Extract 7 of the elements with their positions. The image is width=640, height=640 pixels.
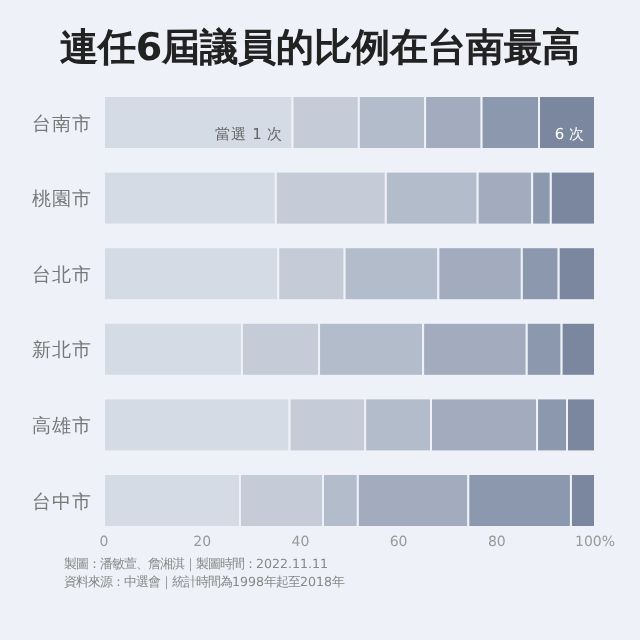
y-tick-label: 台中市 — [32, 489, 92, 514]
y-tick-label: 台南市 — [32, 111, 92, 136]
y-tick-label: 新北市 — [32, 338, 92, 363]
chart-title: 連任6屆議員的比例在台南最高 — [59, 26, 581, 70]
y-tick-label: 桃園市 — [32, 187, 92, 212]
y-tick-label: 台北市 — [32, 262, 92, 287]
y-tick-label: 高雄市 — [32, 413, 92, 438]
